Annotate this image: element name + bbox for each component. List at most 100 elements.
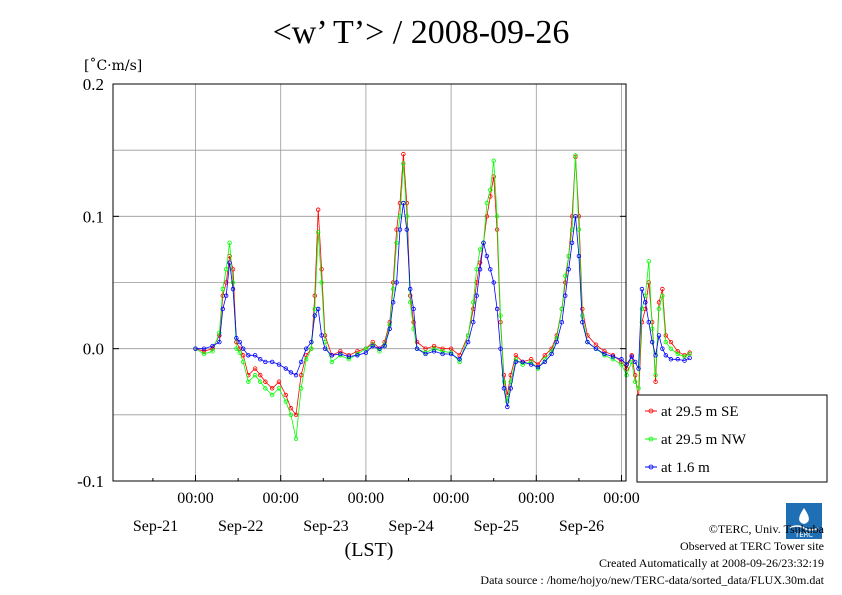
data-point <box>309 346 314 351</box>
data-point <box>528 359 534 365</box>
data-point <box>566 267 571 272</box>
data-point <box>241 353 246 358</box>
x-tick-label-time: 00:00 <box>518 490 554 507</box>
data-point <box>477 247 483 252</box>
data-point <box>646 259 651 264</box>
data-point <box>488 267 493 272</box>
data-point <box>481 240 486 245</box>
data-point <box>269 386 275 391</box>
data-point <box>315 306 321 312</box>
legend-marker <box>648 436 654 442</box>
x-tick-label-time: 00:00 <box>262 490 298 507</box>
data-point <box>474 293 479 298</box>
axes: 00:00Sep-2100:00Sep-2200:00Sep-2300:00Se… <box>77 75 640 535</box>
data-point <box>394 280 399 285</box>
data-point <box>457 357 462 362</box>
data-point <box>619 357 624 362</box>
grid <box>113 84 626 481</box>
data-point <box>593 346 599 351</box>
data-point <box>484 200 490 206</box>
x-axis-label: (LST) <box>345 539 394 561</box>
data-point <box>624 362 629 367</box>
data-point <box>431 343 437 349</box>
chart-title: <w’ T’> / 2008-09-26 <box>272 14 570 51</box>
data-point <box>319 280 324 285</box>
data-point <box>653 353 658 358</box>
data-point <box>513 359 519 365</box>
data-point <box>394 240 399 245</box>
data-point <box>220 286 225 292</box>
legend-marker <box>648 464 654 470</box>
x-tick-label-time: 00:00 <box>603 490 639 507</box>
data-point <box>258 357 263 362</box>
legend: at 29.5 m SE at 29.5 m NW at 1.6 m <box>636 394 828 483</box>
data-point <box>201 349 207 354</box>
data-point <box>576 253 582 259</box>
data-point <box>491 158 496 163</box>
data-point <box>377 346 382 351</box>
data-point <box>411 320 416 325</box>
data-point <box>269 392 275 398</box>
data-point <box>520 359 525 365</box>
data-point <box>653 372 658 378</box>
data-point <box>283 392 289 398</box>
data-point <box>653 379 658 384</box>
data-point <box>610 357 616 362</box>
data-point <box>643 300 648 305</box>
data-point <box>484 214 490 219</box>
series-line <box>195 154 690 416</box>
data-point <box>639 286 645 292</box>
data-point <box>687 355 692 361</box>
data-point <box>646 320 651 325</box>
series-line <box>195 155 690 439</box>
data-point <box>494 306 500 312</box>
data-point <box>252 366 258 371</box>
data-point <box>304 346 309 351</box>
data-point <box>414 346 420 351</box>
data-point <box>319 333 324 338</box>
data-point <box>404 227 409 232</box>
data-point <box>387 326 392 332</box>
logo-text: TERC <box>794 531 813 539</box>
legend-label: at 29.5 m SE <box>661 404 739 420</box>
data-point <box>241 359 246 365</box>
data-point <box>535 364 541 370</box>
data-point <box>338 353 343 358</box>
legend-box <box>636 394 828 483</box>
y-axis-label: [˚C·m/s] <box>84 57 142 74</box>
data-point <box>624 372 629 378</box>
data-point <box>639 306 645 312</box>
data-point <box>563 293 568 298</box>
data-point <box>288 406 294 411</box>
data-point <box>440 351 445 357</box>
created-text: Created Automatically at 2008-09-26/23:3… <box>599 556 824 570</box>
plot-frame <box>112 83 627 482</box>
data-point <box>201 351 207 357</box>
x-tick-label-time: 00:00 <box>177 490 213 507</box>
data-point <box>293 436 299 441</box>
data-point <box>276 362 282 367</box>
data-point <box>312 293 317 298</box>
data-point <box>377 349 382 354</box>
data-point <box>423 351 428 357</box>
data-point <box>477 260 483 265</box>
data-point <box>656 306 662 312</box>
data-point <box>636 366 641 371</box>
data-point <box>230 267 236 272</box>
data-point <box>660 286 665 292</box>
data-point <box>471 320 476 325</box>
data-point <box>636 386 641 391</box>
data-point <box>675 351 680 357</box>
data-point <box>401 200 406 206</box>
data-point <box>602 353 607 358</box>
data-point <box>252 353 258 358</box>
data-point <box>505 399 510 404</box>
data-point <box>227 240 232 245</box>
data-point <box>660 346 665 351</box>
data-point <box>520 362 525 367</box>
series-line <box>195 203 690 407</box>
data-point <box>549 351 554 357</box>
data-point <box>288 412 294 418</box>
data-point <box>656 333 662 338</box>
data-point <box>494 214 500 219</box>
